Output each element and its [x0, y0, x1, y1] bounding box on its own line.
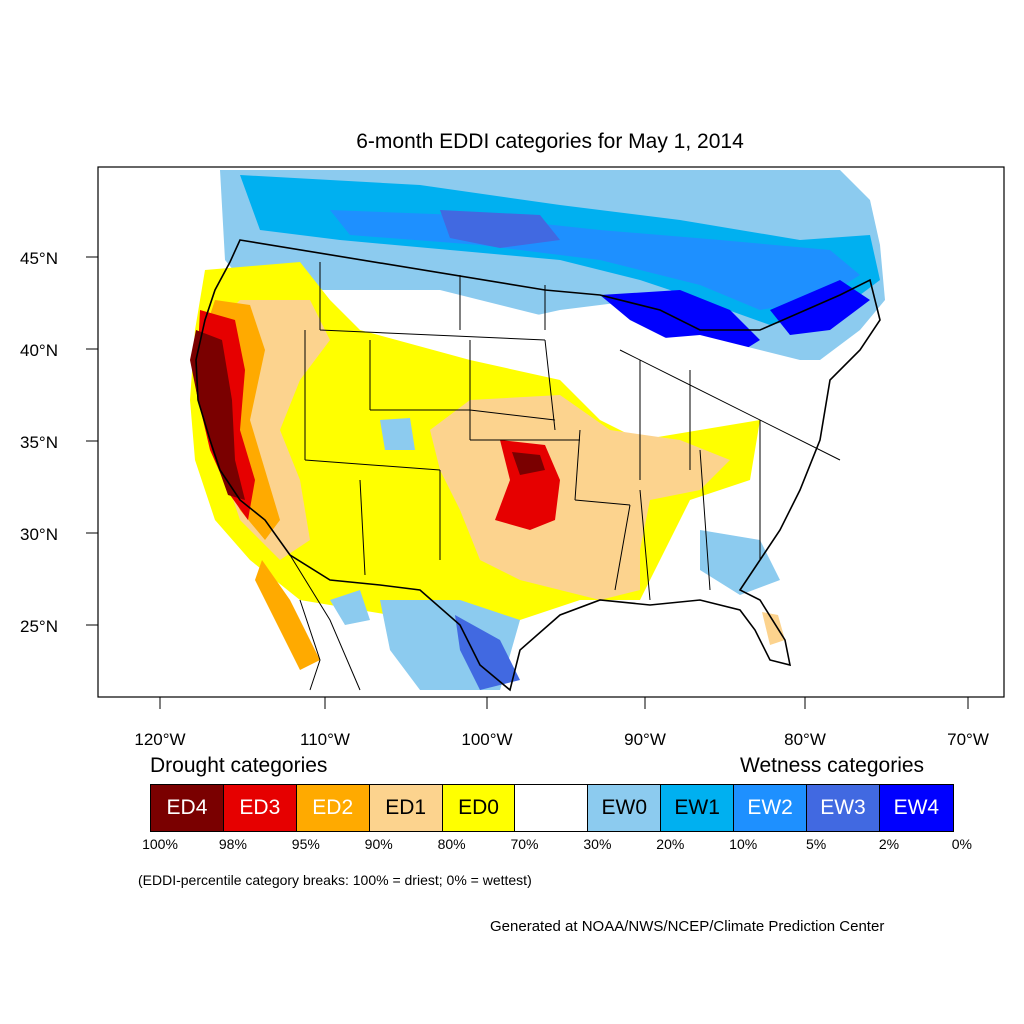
legend-swatch-ed3: ED3: [223, 785, 297, 831]
lon-label-120: 120°W: [134, 730, 185, 749]
legend-break-label: 5%: [805, 836, 827, 852]
legend-break-label: 100%: [142, 836, 178, 852]
wet-ew0-sw: [330, 590, 370, 625]
wet-ew2-mexico: [455, 615, 520, 690]
lat-label-25: 25°N: [20, 617, 58, 636]
lon-label-110: 110°W: [300, 730, 350, 749]
legend-break-label: 80%: [437, 836, 466, 852]
legend-break-label: 30%: [583, 836, 612, 852]
wet-ew3-north: [440, 210, 560, 248]
lon-label-70: 70°W: [947, 730, 989, 749]
lat-ticks: 45°N 40°N 35°N 30°N 25°N: [20, 249, 98, 636]
legend-swatch-ew2: EW2: [734, 785, 808, 831]
legend-swatch-ed4: ED4: [151, 785, 224, 831]
lon-label-100: 100°W: [461, 730, 512, 749]
legend-break-label: 0%: [951, 836, 973, 852]
legend-swatch-ew3: EW3: [807, 785, 880, 831]
legend-break-label: 98%: [218, 836, 247, 852]
legend-break-label: 2%: [878, 836, 900, 852]
lat-label-35: 35°N: [20, 433, 58, 452]
credit-line: Generated at NOAA/NWS/NCEP/Climate Predi…: [490, 918, 885, 935]
dry-ed2-florida: [762, 612, 785, 645]
legend-break-label: 20%: [656, 836, 685, 852]
legend-swatch-ed0: ED0: [442, 785, 516, 831]
category-note: (EDDI-percentile category breaks: 100% =…: [138, 872, 532, 888]
lon-label-90: 90°W: [624, 730, 666, 749]
legend-swatch-neutral: [515, 785, 589, 831]
dry-ed2-baja: [255, 560, 320, 670]
legend-break-label: 10%: [729, 836, 758, 852]
lat-label-45: 45°N: [20, 249, 58, 268]
legend-break-label: 95%: [291, 836, 320, 852]
dry-ed4-calif: [190, 330, 245, 500]
wet-ew0-mid: [380, 418, 415, 450]
wet-ew4-ne: [770, 280, 870, 335]
legend-swatch-ew4: EW4: [879, 785, 953, 831]
lat-label-40: 40°N: [20, 341, 58, 360]
us-outline: [195, 239, 881, 692]
state-lines: [304, 262, 841, 601]
wetness-categories-label: Wetness categories: [740, 754, 925, 777]
map-title: 6-month EDDI categories for May 1, 2014: [356, 130, 744, 153]
legend-swatch-ew1: EW1: [661, 785, 735, 831]
legend-break-label: 90%: [364, 836, 393, 852]
dry-ed3-plains: [495, 440, 560, 530]
lat-label-30: 30°N: [20, 525, 58, 544]
lon-ticks: 120°W 110°W 100°W 90°W 80°W 70°W: [134, 697, 989, 749]
dry-ed4-plains: [512, 452, 545, 475]
legend-swatch-ed1: ED1: [369, 785, 443, 831]
drought-categories-label: Drought categories: [150, 754, 328, 777]
legend-swatch-ew0: EW0: [588, 785, 662, 831]
lon-label-80: 80°W: [784, 730, 826, 749]
boundaries: [195, 239, 881, 692]
plot-frame: [97, 166, 1005, 698]
category-field: [190, 170, 885, 690]
category-colorbar: ED4 ED3 ED2 ED1 ED0 EW0 EW1 EW2 EW3 EW4: [150, 784, 954, 832]
legend-swatch-ed2: ED2: [296, 785, 370, 831]
legend-break-label: 70%: [510, 836, 539, 852]
mexico-outline: [289, 554, 361, 691]
